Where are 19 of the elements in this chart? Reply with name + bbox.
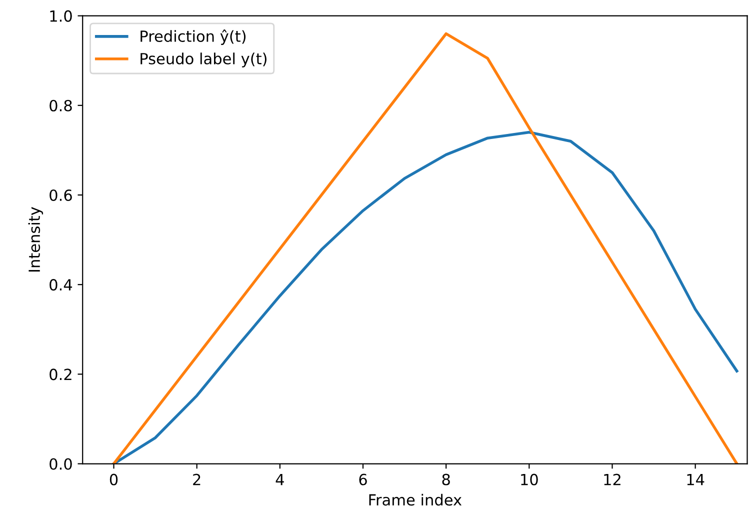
- legend-label: Prediction ŷ(t): [140, 30, 246, 45]
- x-tick-label: 6: [359, 474, 367, 486]
- x-tick-label: 8: [442, 474, 450, 486]
- x-tick-label: 12: [604, 474, 620, 486]
- x-axis-title: Frame index: [369, 494, 462, 506]
- x-tick-label: 14: [687, 474, 704, 486]
- x-tick-label: 2: [193, 474, 200, 486]
- x-tick-label: 0: [110, 474, 118, 486]
- y-tick-label: 0.6: [50, 189, 72, 202]
- legend-label: Pseudo label y(t): [140, 52, 266, 68]
- y-axis-title: Intensity: [28, 206, 44, 272]
- x-tick-label: 10: [521, 474, 538, 486]
- x-tick-label: 4: [276, 474, 284, 486]
- y-tick-label: 0.4: [50, 279, 72, 291]
- y-tick-label: 1.0: [50, 10, 72, 22]
- y-tick-label: 0.8: [50, 100, 72, 112]
- y-tick-label: 0.0: [50, 458, 72, 470]
- line-series: [112, 130, 738, 464]
- y-tick-label: 0.2: [50, 368, 72, 380]
